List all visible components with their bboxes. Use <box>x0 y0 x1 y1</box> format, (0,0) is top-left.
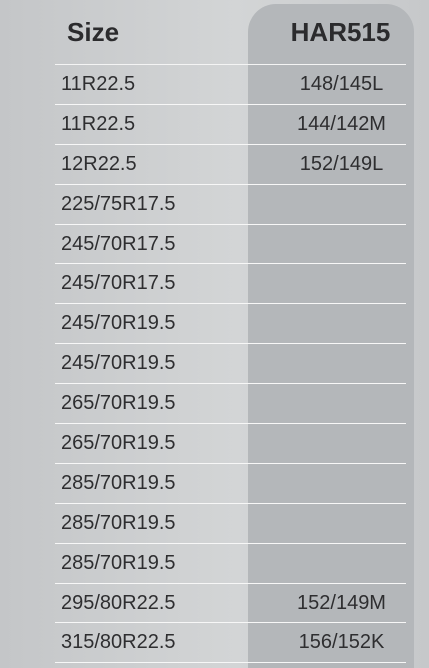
load-speed-index-cell <box>255 343 406 385</box>
tire-size-cell: 285/70R19.5 <box>55 543 255 584</box>
tire-size-cell: 225/75R17.5 <box>55 184 255 225</box>
model-column-header: HAR515 <box>255 0 406 65</box>
size-column-header: Size <box>55 0 255 65</box>
table-row: 245/70R17.5 <box>55 263 406 305</box>
tire-size-cell: 265/70R19.5 <box>55 383 255 425</box>
tire-size-table: Size HAR515 11R22.5 148/145L 11R22.5 144/14… <box>55 0 406 664</box>
table-row: 245/70R17.5 <box>55 224 406 265</box>
tire-size-cell: 245/70R17.5 <box>55 224 255 265</box>
tire-size-cell: 12R22.5 <box>55 144 255 185</box>
load-speed-index-cell <box>255 463 406 504</box>
load-speed-index-cell <box>255 423 406 464</box>
load-speed-index-cell: 144/142M <box>255 104 406 145</box>
table-row: 285/70R19.5 <box>55 503 406 544</box>
table-row: 295/80R22.5 152/149M <box>55 583 406 624</box>
tire-size-cell: 285/70R19.5 <box>55 463 255 504</box>
table-row: 12R22.5 152/149L <box>55 144 406 185</box>
tire-size-cell: 285/70R19.5 <box>55 503 255 544</box>
load-speed-index-cell <box>255 543 406 584</box>
tire-size-cell: 11R22.5 <box>55 104 255 145</box>
table-row: 315/80R22.5 156/152K <box>55 622 406 664</box>
table-row: 285/70R19.5 <box>55 463 406 504</box>
load-speed-index-cell <box>255 184 406 225</box>
tire-size-cell: 11R22.5 <box>55 64 255 105</box>
tire-size-cell: 245/70R19.5 <box>55 303 255 345</box>
tire-size-cell: 245/70R19.5 <box>55 343 255 385</box>
table-row: 11R22.5 148/145L <box>55 64 406 105</box>
table-header-row: Size HAR515 <box>55 0 406 65</box>
table-row: 285/70R19.5 <box>55 543 406 584</box>
load-speed-index-cell: 152/149L <box>255 144 406 185</box>
tire-size-cell: 295/80R22.5 <box>55 583 255 624</box>
load-speed-index-cell <box>255 263 406 305</box>
table-row: 265/70R19.5 <box>55 423 406 464</box>
table-row: 225/75R17.5 <box>55 184 406 225</box>
tire-size-cell: 265/70R19.5 <box>55 423 255 464</box>
load-speed-index-cell <box>255 383 406 425</box>
load-speed-index-cell: 152/149M <box>255 583 406 624</box>
load-speed-index-cell <box>255 503 406 544</box>
table-row: 11R22.5 144/142M <box>55 104 406 145</box>
load-speed-index-cell: 156/152K <box>255 622 406 664</box>
table-row: 265/70R19.5 <box>55 383 406 425</box>
table-row: 245/70R19.5 <box>55 303 406 345</box>
load-speed-index-cell: 148/145L <box>255 64 406 105</box>
tire-size-cell: 315/80R22.5 <box>55 622 255 664</box>
load-speed-index-cell <box>255 224 406 265</box>
tire-size-cell: 245/70R17.5 <box>55 263 255 305</box>
table-row: 245/70R19.5 <box>55 343 406 385</box>
load-speed-index-cell <box>255 303 406 345</box>
table-body: 11R22.5 148/145L 11R22.5 144/142M 12R22.5 152… <box>55 64 406 664</box>
